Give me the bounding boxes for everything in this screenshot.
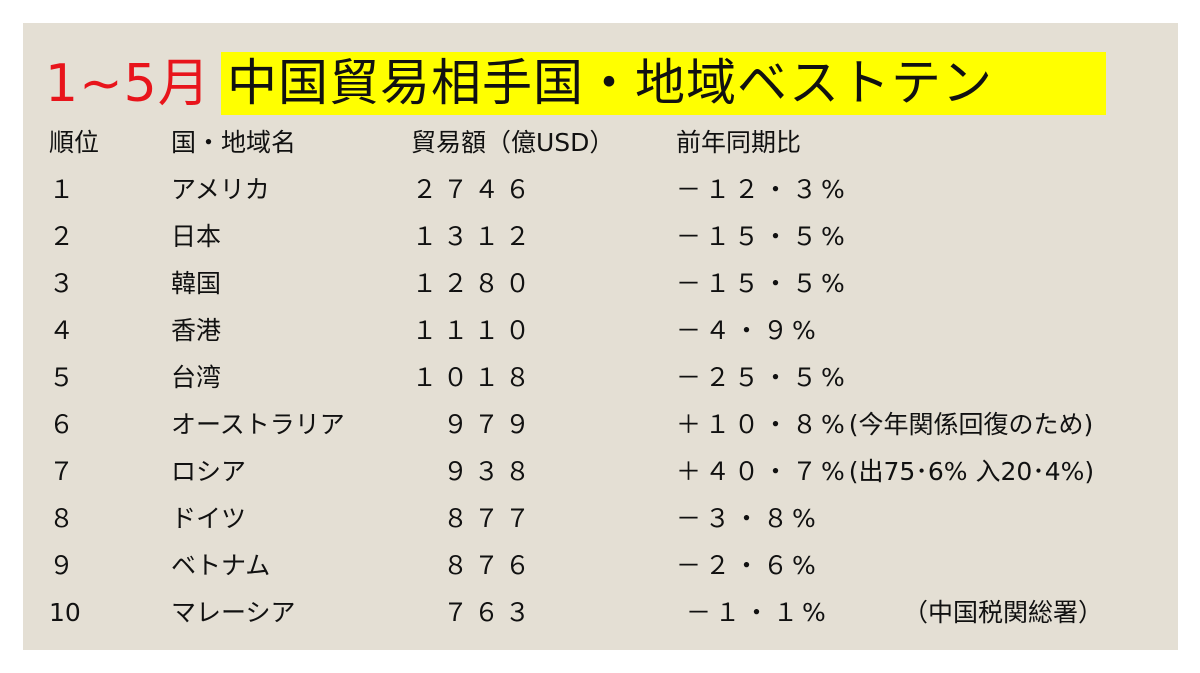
row-change-with-note: ＋４０・７%(出75･6% 入20･4%) <box>676 455 1094 489</box>
row-rank: ９ <box>49 551 81 580</box>
row-change-with-note: ＋１０・８%(今年関係回復のため) <box>676 408 1093 442</box>
row-change: －２・６% <box>676 551 820 580</box>
header-rank: 順位 <box>49 128 100 157</box>
row-rank: 10 <box>49 598 81 627</box>
row-country: 韓国 <box>171 269 222 298</box>
row-change: ＋４０・７% <box>676 457 849 486</box>
row-country: ベトナム <box>171 551 271 580</box>
header-amount: 貿易額（億USD） <box>411 128 615 157</box>
row-rank: １ <box>49 175 81 204</box>
row-change: －１・１% <box>686 598 830 627</box>
row-amount: １１１０ <box>411 316 536 345</box>
row-rank: ４ <box>49 316 81 345</box>
row-country: 台湾 <box>171 363 222 392</box>
row-country: ドイツ <box>171 504 247 533</box>
row-change: －１５・５% <box>676 269 849 298</box>
row-country: マレーシア <box>171 598 296 627</box>
title-main: 中国貿易相手国・地域ベストテン <box>221 52 1106 115</box>
row-country: 香港 <box>171 316 222 345</box>
row-note: (出75･6% 入20･4%) <box>848 457 1095 486</box>
row-amount: １２８０ <box>411 269 536 298</box>
row-country: ロシア <box>171 457 247 486</box>
slide: 1~5月 中国貿易相手国・地域ベストテン 順位 国・地域名 貿易額（億USD） … <box>23 23 1178 650</box>
row-amount: ２７４６ <box>411 175 536 204</box>
row-amount: ８７７ <box>442 504 536 533</box>
header-country: 国・地域名 <box>171 128 297 157</box>
row-note: (今年関係回復のため) <box>848 410 1094 439</box>
row-rank: ６ <box>49 410 81 439</box>
row-change: －１２・３% <box>676 175 849 204</box>
row-rank: ３ <box>49 269 81 298</box>
row-amount: ８７６ <box>442 551 536 580</box>
row-change: －３・８% <box>676 504 820 533</box>
row-rank: ８ <box>49 504 81 533</box>
row-country: オーストラリア <box>171 410 345 439</box>
title-period: 1~5月 <box>45 54 211 114</box>
row-amount: ９７９ <box>442 410 536 439</box>
row-rank: ５ <box>49 363 81 392</box>
row-country: アメリカ <box>171 175 270 204</box>
row-amount: ９３８ <box>442 457 536 486</box>
row-change: －４・９% <box>676 316 820 345</box>
row-rank: ２ <box>49 222 81 251</box>
row-amount: １３１２ <box>411 222 536 251</box>
row-country: 日本 <box>171 222 222 251</box>
row-rank: ７ <box>49 457 81 486</box>
row-change: ＋１０・８% <box>676 410 849 439</box>
row-amount: １０１８ <box>411 363 536 392</box>
row-change: －１５・５% <box>676 222 849 251</box>
source-note: （中国税関総署） <box>903 598 1104 627</box>
row-amount: ７６３ <box>442 598 536 627</box>
row-change: －２５・５% <box>676 363 849 392</box>
header-change: 前年同期比 <box>676 128 802 157</box>
